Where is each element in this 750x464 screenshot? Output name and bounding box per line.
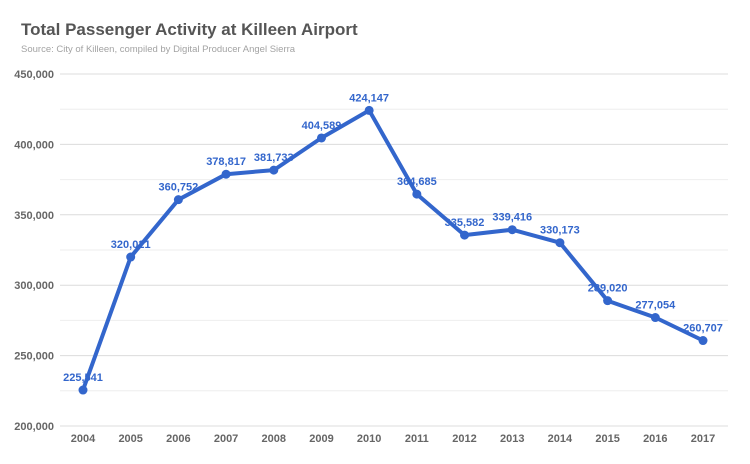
x-tick-label: 2009 bbox=[309, 433, 333, 445]
y-tick-label: 350,000 bbox=[14, 210, 54, 222]
data-point bbox=[364, 105, 374, 115]
x-tick-label: 2016 bbox=[643, 433, 667, 445]
data-point bbox=[78, 385, 88, 395]
y-axis: 200,000 250,000 300,000 350,000 400,000 450,0… bbox=[14, 69, 54, 433]
x-axis: 2004 2005 2006 2007 2008 2009 2010 2011 2012 2013… bbox=[71, 433, 715, 445]
data-label: 378,817 bbox=[206, 156, 246, 168]
data-label: 260,707 bbox=[683, 323, 723, 335]
data-label: 289,020 bbox=[588, 283, 628, 295]
chart-subtitle: Source: City of Killeen, compiled by Dig… bbox=[21, 44, 296, 55]
data-label: 335,582 bbox=[445, 217, 485, 229]
data-label: 424,147 bbox=[349, 92, 389, 104]
data-point bbox=[316, 133, 326, 143]
data-label: 360,752 bbox=[159, 182, 199, 194]
y-tick-label: 450,000 bbox=[14, 69, 54, 81]
data-point bbox=[126, 252, 136, 262]
x-tick-label: 2014 bbox=[548, 433, 573, 445]
data-label: 277,054 bbox=[635, 300, 676, 312]
data-label: 225,541 bbox=[63, 372, 103, 384]
x-tick-label: 2008 bbox=[262, 433, 286, 445]
x-tick-label: 2007 bbox=[214, 433, 238, 445]
data-label: 339,416 bbox=[492, 212, 532, 224]
data-point bbox=[650, 313, 660, 323]
data-point bbox=[507, 225, 517, 235]
grid-lines bbox=[60, 73, 728, 427]
chart-title: Total Passenger Activity at Killeen Airp… bbox=[21, 20, 358, 39]
x-tick-label: 2004 bbox=[71, 433, 96, 445]
x-tick-label: 2017 bbox=[691, 433, 715, 445]
x-tick-label: 2010 bbox=[357, 433, 381, 445]
series-passengers bbox=[78, 105, 708, 395]
data-point bbox=[412, 189, 422, 199]
data-label: 404,589 bbox=[302, 120, 342, 132]
x-tick-label: 2015 bbox=[595, 433, 619, 445]
x-tick-label: 2006 bbox=[166, 433, 190, 445]
data-label: 364,685 bbox=[397, 176, 437, 188]
data-label: 330,173 bbox=[540, 225, 580, 237]
data-label: 320,021 bbox=[111, 239, 151, 251]
data-point bbox=[221, 169, 231, 179]
series-line bbox=[81, 108, 705, 392]
data-point bbox=[269, 165, 279, 175]
x-tick-label: 2005 bbox=[118, 433, 142, 445]
data-label: 381,733 bbox=[254, 152, 294, 164]
data-point bbox=[555, 238, 565, 248]
y-tick-label: 300,000 bbox=[14, 280, 54, 292]
y-tick-label: 250,000 bbox=[14, 351, 54, 363]
x-tick-label: 2011 bbox=[405, 433, 429, 445]
data-point bbox=[460, 230, 470, 240]
y-tick-label: 400,000 bbox=[14, 139, 54, 151]
y-tick-label: 200,000 bbox=[14, 421, 54, 433]
data-labels: 225,541 320,021 360,752 378,817 381,733 404,5… bbox=[63, 92, 723, 384]
data-point bbox=[603, 296, 613, 306]
data-point bbox=[173, 195, 183, 205]
x-tick-label: 2013 bbox=[500, 433, 524, 445]
data-point bbox=[698, 336, 708, 346]
x-tick-label: 2012 bbox=[452, 433, 476, 445]
